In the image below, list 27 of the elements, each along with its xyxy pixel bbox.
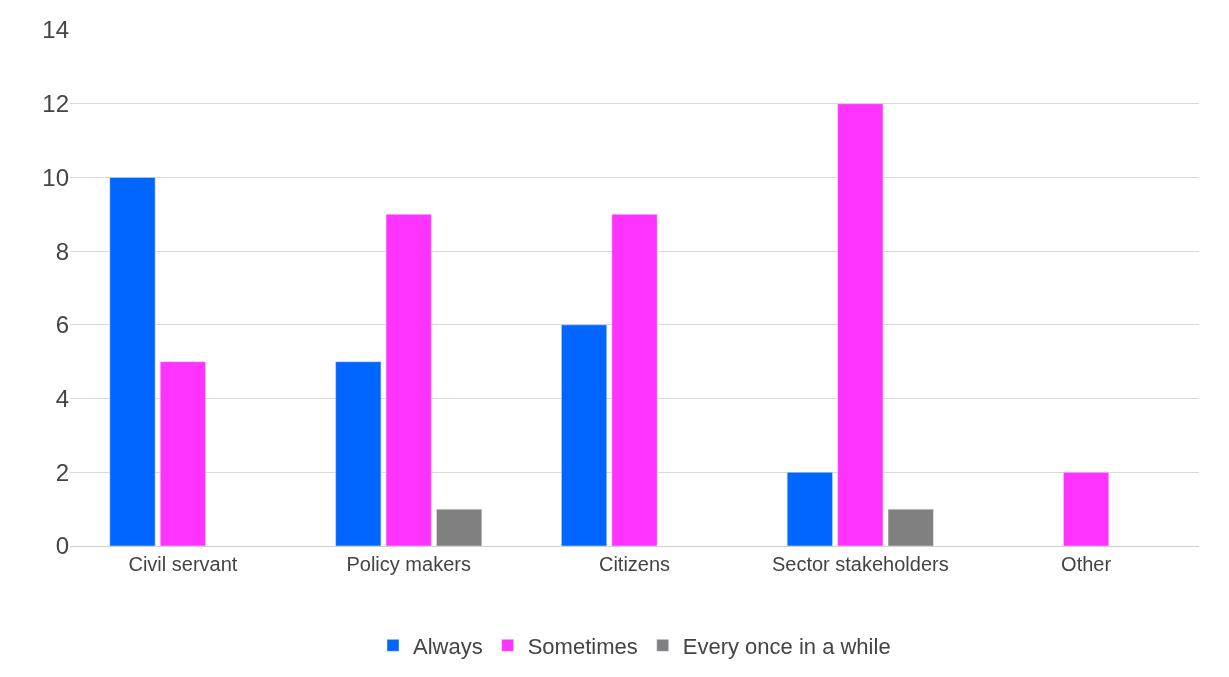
bar	[837, 103, 884, 546]
y-tick-label: 2	[55, 458, 69, 486]
y-tick-label: 6	[55, 311, 69, 339]
y-tick-label: 10	[42, 163, 69, 191]
legend-label: Sometimes	[527, 633, 638, 659]
bar	[561, 324, 608, 546]
bar	[385, 214, 432, 546]
bar	[1063, 472, 1110, 546]
x-tick-label: Sector stakeholders	[771, 553, 949, 575]
legend-label: Always	[413, 633, 483, 659]
x-tick-label: Citizens	[598, 553, 671, 575]
y-tick-label: 12	[42, 90, 69, 118]
bar	[887, 508, 934, 546]
x-tick-label: Other	[1061, 553, 1112, 575]
x-tick-label: Policy makers	[346, 553, 471, 575]
y-tick-label: 0	[55, 532, 69, 560]
x-tick-label: Civil servant	[128, 553, 238, 575]
y-tick-label: 8	[55, 237, 69, 265]
bar	[159, 361, 206, 546]
y-tick-label: 14	[42, 16, 69, 44]
legend-label: Every once in a while	[682, 633, 891, 659]
y-tick-label: 4	[55, 384, 69, 412]
bar	[786, 472, 833, 546]
bar	[335, 361, 382, 546]
bar	[109, 177, 156, 546]
bar	[611, 214, 658, 546]
bar	[436, 508, 483, 546]
